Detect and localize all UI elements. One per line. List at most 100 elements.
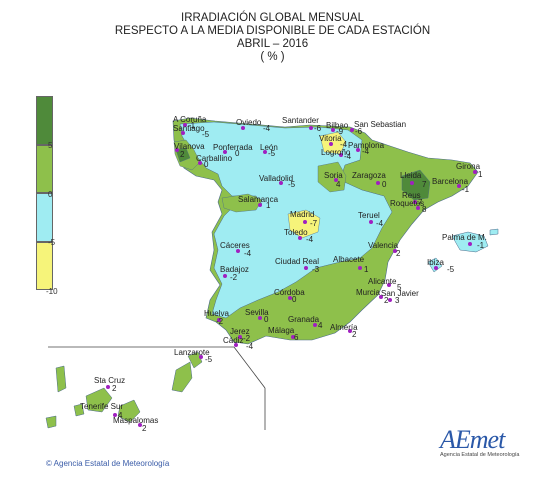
station-dot: [358, 266, 362, 270]
station-dot: [238, 335, 242, 339]
green-patch-salamanca: [221, 193, 263, 213]
station-dot: [413, 200, 417, 204]
station-dot: [198, 161, 202, 165]
station-dot: [379, 295, 383, 299]
value-toledo: -4: [306, 235, 314, 244]
legend-label-0: 0: [48, 190, 53, 199]
menorca-shape: [489, 228, 499, 236]
value-santander: -6: [314, 124, 322, 133]
darkgreen-patch-lleida: [401, 169, 431, 201]
value-ciudad-real: -3: [312, 265, 320, 274]
value-soria: 4: [336, 180, 341, 189]
city-badajoz: Badajoz: [220, 265, 249, 274]
station-dot: [388, 298, 392, 302]
station-dot: [258, 203, 262, 207]
station-dot: [181, 131, 185, 135]
station-dots: [106, 123, 477, 427]
yellow-patch-bilbao: [319, 131, 347, 155]
city-vitoria: Vitoria: [319, 134, 342, 143]
city-alicante: Alicante: [368, 277, 397, 286]
value-jerez: -2: [243, 334, 251, 343]
city-a-coruna: A Coruña: [173, 115, 207, 124]
logo-wordmark: AEmet: [440, 425, 505, 454]
el-hierro-shape: [45, 415, 57, 429]
city-girona: Girona: [456, 162, 481, 171]
value-girona: 1: [478, 170, 483, 179]
value-ibiza: -5: [447, 265, 455, 274]
station-dot: [258, 316, 262, 320]
green-patch-soria: [317, 161, 347, 193]
station-dot: [236, 249, 240, 253]
station-values: -1 -5 -4 -6 -9 -6 2 0 -5 -4 -4 0 -4 1 -5…: [112, 121, 485, 433]
station-dot: [350, 128, 354, 132]
value-lanzarote: -5: [205, 355, 213, 364]
city-oviedo: Oviedo: [236, 118, 262, 127]
map-title-line2: RESPECTO A LA MEDIA DISPONIBLE DE CADA E…: [114, 25, 431, 37]
city-palma: Palma de M.: [442, 233, 487, 242]
station-dot: [223, 274, 227, 278]
city-soria: Soria: [324, 171, 343, 180]
value-sta-cruz: 2: [112, 384, 117, 393]
station-dot: [138, 423, 142, 427]
gran-canaria-shape: [117, 399, 141, 423]
value-roquetes: 8: [422, 205, 427, 214]
city-ciudad-real: Ciudad Real: [275, 257, 319, 266]
value-vilanova: 2: [180, 150, 185, 159]
station-dot: [457, 184, 461, 188]
city-salamanca: Salamanca: [238, 195, 279, 204]
city-murcia: Murcia: [356, 288, 381, 297]
value-alicante: 5: [397, 283, 402, 292]
value-caceres: -4: [244, 249, 252, 258]
city-tenerife-sur: Tenerife Sur: [80, 402, 123, 411]
station-dot: [416, 206, 420, 210]
legend-swatch-cyan: [36, 193, 53, 242]
aemet-logo: AEmet Agencia Estatal de Meteorología: [440, 425, 520, 458]
city-reus: Reus: [402, 191, 421, 200]
city-almeria: Almería: [330, 323, 358, 332]
copyright-text: © Agencia Estatal de Meteorología: [46, 459, 170, 468]
value-salamanca: 1: [266, 201, 271, 210]
ibiza-shape: [427, 257, 443, 273]
station-dot: [263, 150, 267, 154]
city-bilbao: Bilbao: [326, 121, 349, 130]
station-dot: [234, 343, 238, 347]
station-dot: [113, 413, 117, 417]
city-san-javier: San Javier: [381, 289, 419, 298]
city-sevilla: Sevilla: [245, 308, 269, 317]
station-dot: [434, 266, 438, 270]
city-santander: Santander: [282, 116, 319, 125]
city-toledo: Toledo: [284, 228, 308, 237]
city-madrid: Madrid: [290, 210, 314, 219]
station-dot: [175, 148, 179, 152]
legend-label-5: 5: [48, 141, 53, 150]
city-lleida: Lleida: [400, 171, 422, 180]
station-dot: [313, 323, 317, 327]
value-sevilla: 0: [264, 315, 269, 324]
logo-subtitle: Agencia Estatal de Meteorología: [440, 452, 520, 458]
value-madrid: -7: [310, 219, 318, 228]
station-dot: [376, 181, 380, 185]
station-dot: [348, 329, 352, 333]
color-legend: [36, 96, 53, 290]
value-cadiz: -4: [246, 342, 254, 351]
city-logrono: Logroño: [321, 148, 351, 157]
value-maspalomas: 2: [142, 424, 147, 433]
value-zaragoza: 0: [382, 180, 387, 189]
city-teruel: Teruel: [358, 211, 380, 220]
value-leon: -5: [268, 149, 276, 158]
value-oviedo: -4: [263, 124, 271, 133]
station-dot: [304, 266, 308, 270]
city-roquetes: Roquetes: [390, 199, 424, 208]
city-caceres: Cáceres: [220, 241, 250, 250]
legend-label-minus10: -10: [46, 287, 58, 296]
value-malaga: 6: [294, 333, 299, 342]
map-title-line1: IRRADIACIÓN GLOBAL MENSUAL: [181, 12, 364, 24]
value-valladolid: -5: [288, 180, 296, 189]
value-lleida: 7: [422, 180, 427, 189]
yellow-patch-madrid: [287, 209, 321, 239]
value-a-coruna: -1: [188, 121, 196, 130]
city-cadiz: Cádiz: [223, 336, 243, 345]
city-leon: León: [260, 143, 278, 152]
station-dot: [223, 150, 227, 154]
